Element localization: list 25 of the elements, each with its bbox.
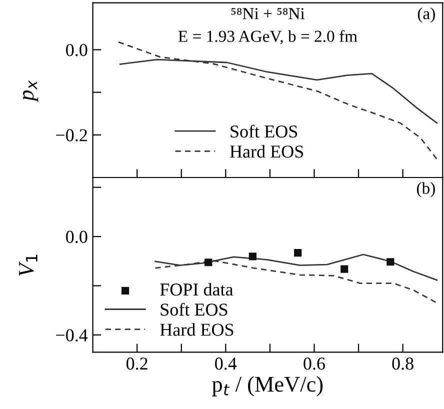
x-tick-label: 0.8 bbox=[392, 358, 414, 370]
point bbox=[340, 265, 348, 273]
legend-label: Soft EOS bbox=[230, 124, 298, 138]
point bbox=[386, 258, 394, 266]
x-axis-title: p$_{t}$ / (MeV/c) bbox=[212, 376, 323, 396]
y-tick-label: −0.4 bbox=[56, 329, 88, 342]
point bbox=[294, 248, 302, 257]
point bbox=[248, 252, 256, 260]
annotation: ⁵⁸Ni + ⁵⁸Ni bbox=[231, 8, 305, 20]
x-tick-label: 0.6 bbox=[304, 358, 325, 370]
annotation: E = 1.93 AGeV, b = 2.0 fm bbox=[178, 30, 358, 44]
y-axis-title: V$_{1}$ bbox=[19, 254, 38, 276]
y-tick-label: 0.0 bbox=[66, 230, 88, 244]
legend-label: Hard EOS bbox=[160, 323, 234, 336]
x-tick-label: 0.4 bbox=[215, 358, 237, 370]
annotation: (b) bbox=[416, 182, 435, 198]
legend-label: Hard EOS bbox=[230, 145, 304, 158]
legend-label: FOPI data bbox=[160, 282, 234, 296]
x-tick-label: 0.2 bbox=[126, 358, 148, 370]
y-axis-title: p$_{x}$ bbox=[22, 80, 38, 102]
y-tick-label: 0.0 bbox=[66, 44, 88, 56]
legend-label: Soft EOS bbox=[160, 302, 228, 316]
point bbox=[204, 258, 212, 266]
y-tick-label: −0.2 bbox=[56, 129, 87, 142]
annotation: (a) bbox=[418, 8, 435, 23]
